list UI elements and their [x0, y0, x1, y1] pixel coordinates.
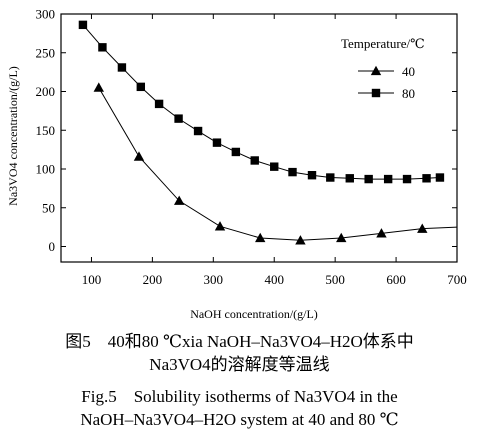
point-80-7: [212, 138, 222, 147]
point-40-8: [417, 223, 428, 233]
point-80-1: [98, 43, 107, 52]
y-axis-ticks: 0 50 100 150 200 250 300: [36, 7, 457, 254]
x-tick-label-5: 600: [386, 272, 406, 287]
legend-title: Temperature/℃: [341, 36, 425, 51]
point-40-0: [93, 82, 104, 92]
series-40: [93, 82, 458, 245]
point-80-5: [174, 114, 183, 123]
point-80-4: [154, 99, 164, 109]
point-80-18: [422, 174, 431, 183]
x-tick-label-4: 500: [325, 272, 345, 287]
x-axis-title: NaOH concentration/(g/L): [190, 307, 318, 321]
legend-label-80: 80: [402, 86, 415, 101]
point-80-11: [288, 167, 297, 177]
point-80-6: [193, 126, 203, 136]
series-line-40: [98, 87, 458, 241]
caption-line-2: Na3VO4的溶解度等温线: [149, 355, 330, 374]
point-40-3: [214, 221, 226, 231]
x-tick-label-0: 100: [82, 272, 102, 287]
y-tick-label-4: 200: [36, 84, 56, 99]
series-80: [78, 20, 445, 184]
point-80-3: [136, 82, 146, 92]
point-80-17: [402, 174, 412, 184]
point-80-9: [250, 156, 259, 165]
point-40-5: [295, 235, 306, 245]
point-80-13: [326, 173, 335, 182]
y-tick-label-2: 100: [36, 162, 56, 177]
point-40-1: [133, 151, 145, 161]
point-40-7: [376, 228, 387, 238]
point-40-6: [336, 232, 347, 243]
point-80-19: [435, 173, 445, 182]
y-axis-title: Na3VO4 concentration/(g/L): [6, 66, 20, 206]
plot-frame: [60, 13, 458, 263]
y-tick-label-6: 300: [36, 7, 56, 22]
x-axis-ticks: 100 200 300 400 500 600 700: [82, 14, 467, 287]
legend-marker-40: [370, 65, 382, 76]
point-80-15: [364, 174, 373, 184]
plot-area: [60, 13, 458, 263]
x-tick-label-1: 200: [143, 272, 163, 287]
point-40-4: [255, 232, 266, 243]
x-tick-label-6: 700: [447, 272, 467, 287]
point-80-2: [117, 63, 127, 72]
series-layer: [78, 20, 458, 245]
caption-line-1: 图5 40和80 ℃xia NaOH–Na3VO4–H2O体系中: [65, 332, 414, 351]
x-tick-label-3: 400: [264, 272, 284, 287]
caption-line-3: Fig.5 Solubility isotherms of Na3VO4 in …: [81, 387, 398, 406]
y-tick-label-3: 150: [36, 123, 56, 138]
point-40-2: [173, 195, 185, 205]
y-tick-label-5: 250: [36, 45, 56, 60]
legend-marker-80: [371, 88, 381, 98]
x-tick-label-2: 300: [204, 272, 224, 287]
point-80-12: [307, 171, 317, 180]
point-80-8: [231, 147, 241, 157]
caption-line-4: NaOH–Na3VO4–H2O system at 40 and 80 ℃: [80, 410, 399, 429]
y-tick-label-1: 50: [42, 200, 55, 215]
solubility-chart: 100 200 300 400 500 600 700 0 50 100 150 200 250 300…: [6, 7, 467, 322]
legend-label-40: 40: [402, 64, 415, 79]
point-80-16: [383, 174, 393, 184]
point-80-10: [270, 162, 279, 171]
y-tick-label-0: 0: [49, 239, 56, 254]
point-80-14: [345, 174, 354, 183]
point-80-0: [78, 20, 88, 30]
